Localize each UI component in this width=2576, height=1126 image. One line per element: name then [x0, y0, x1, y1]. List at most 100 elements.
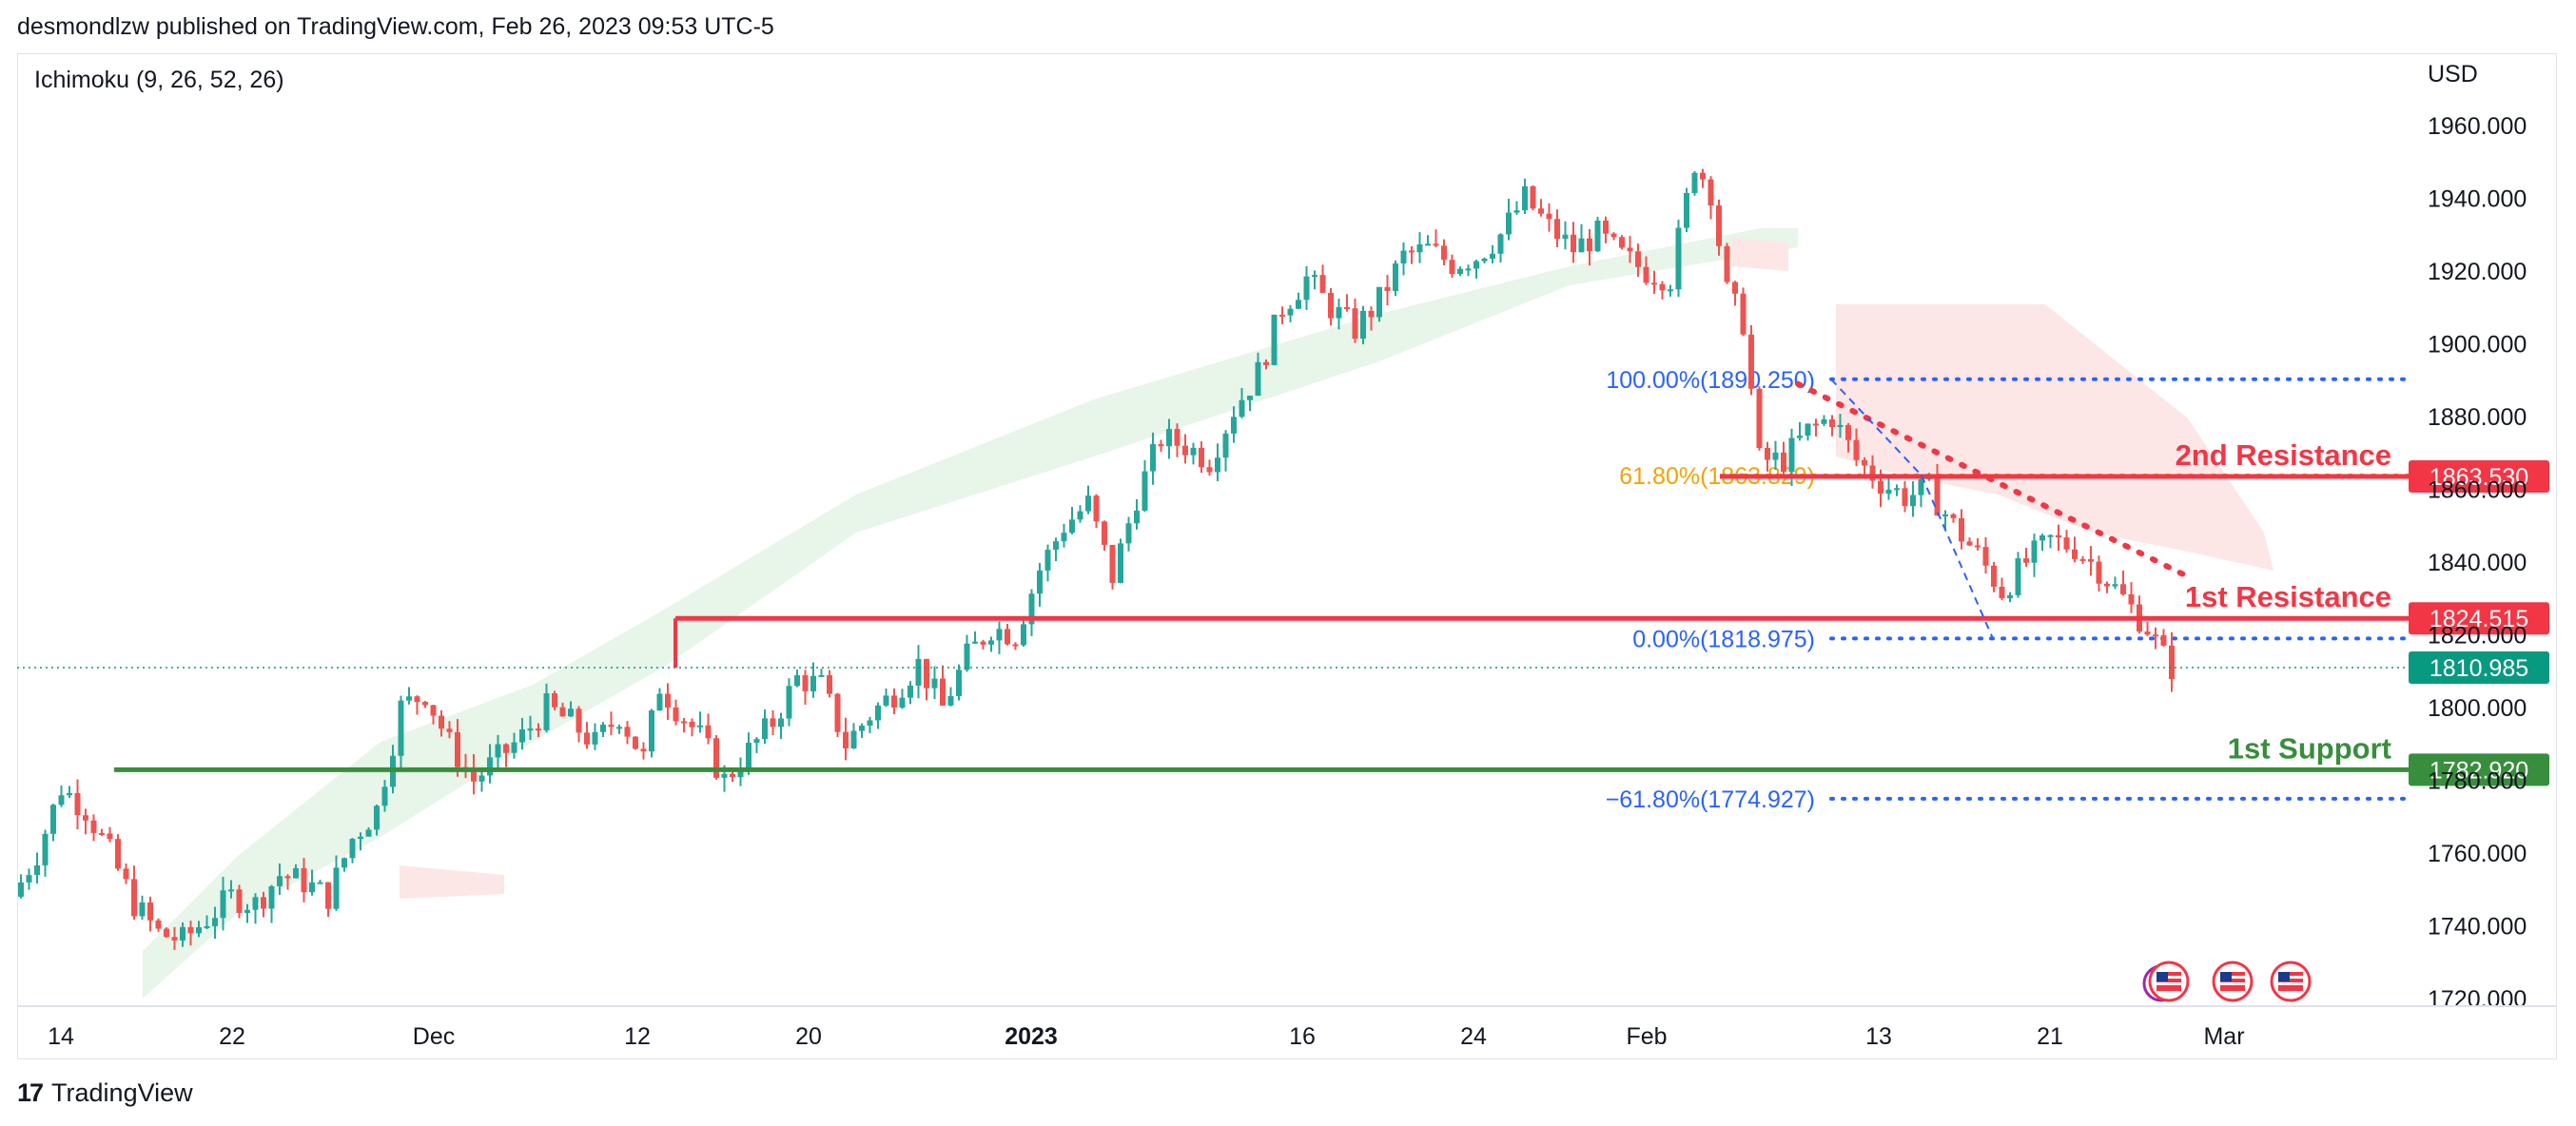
candle-body	[616, 727, 622, 729]
candle-body	[1959, 517, 1964, 542]
candle-body	[1513, 210, 1520, 213]
candle-body	[721, 773, 728, 778]
x-tick-label: 14	[48, 1023, 74, 1050]
candle-body	[358, 836, 363, 840]
candle-body	[1732, 282, 1738, 294]
candle-body	[1902, 488, 1908, 507]
flag-canton	[2278, 972, 2290, 981]
candle-body	[1069, 519, 1075, 534]
candle-body	[552, 692, 557, 708]
indicator-label[interactable]: Ichimoku (9, 26, 52, 26)	[34, 67, 284, 93]
candle-body	[1263, 361, 1269, 365]
candle-body	[1158, 444, 1164, 447]
candle-body	[883, 695, 889, 706]
candle-body	[730, 773, 735, 778]
candle-body	[592, 731, 598, 745]
candle-body	[1991, 565, 1997, 587]
candle-body	[810, 675, 816, 691]
candle-body	[673, 707, 679, 722]
candle-body	[1610, 233, 1617, 238]
level-annotation: 2nd Resistance	[2176, 438, 2391, 472]
candle-body	[713, 738, 719, 778]
last-price-tag	[2409, 650, 2549, 684]
us-flag-icon[interactable]	[2270, 961, 2312, 1002]
candle-body	[1805, 423, 1811, 437]
candle-body	[2096, 561, 2102, 584]
candle-body	[697, 725, 703, 728]
flag-stripe	[2156, 982, 2181, 985]
candle-body	[1869, 465, 1876, 481]
candle-body	[1562, 234, 1569, 240]
us-flag-icon[interactable]	[2142, 961, 2190, 1002]
candle-body	[42, 833, 49, 865]
cloud-bearish	[400, 865, 504, 899]
candle-body	[1190, 447, 1197, 456]
candle-body	[1578, 238, 1585, 253]
y-tick-label: 1720.000	[2428, 986, 2527, 1013]
candle-body	[50, 805, 56, 834]
candle-body	[1134, 510, 1140, 524]
candle-body	[834, 693, 841, 732]
candle-body	[342, 858, 347, 868]
x-tick-label: Dec	[413, 1023, 455, 1050]
y-tick-label: 1940.000	[2428, 186, 2527, 213]
candle-body	[1441, 245, 1447, 261]
candle-body	[1999, 586, 2005, 599]
candle-body	[1684, 192, 1689, 228]
candle-body	[1587, 238, 1592, 252]
candle-body	[1222, 433, 1229, 458]
candle-body	[414, 696, 420, 703]
flag-stripe	[2278, 982, 2303, 985]
candle-body	[83, 815, 88, 821]
candle-body	[1603, 220, 1609, 234]
horizontal-levels: 2nd Resistance 1863.530 1st Resistance 1824…	[17, 438, 2549, 786]
candle-body	[1788, 437, 1795, 473]
candle-body	[1966, 541, 1973, 546]
candle-body	[1627, 247, 1633, 252]
candle-body	[365, 829, 372, 837]
candle-body	[633, 736, 638, 749]
candle-body	[1409, 250, 1415, 253]
candle-body	[1878, 480, 1883, 495]
publish-header: desmondlzw published on TradingView.com,…	[17, 13, 774, 40]
candle-body	[1433, 243, 1439, 246]
level-price-tag-label: 1824.515	[2430, 606, 2528, 632]
candle-body	[1296, 300, 1301, 309]
candle-body	[1012, 644, 1019, 647]
candle-body	[1287, 308, 1294, 316]
y-tick-label: 1760.000	[2428, 841, 2527, 867]
candle-body	[471, 767, 477, 782]
candle-body	[1813, 423, 1819, 426]
footer[interactable]: 17 TradingView	[17, 1078, 193, 1108]
candle-body	[1765, 448, 1770, 460]
cloud-bearish	[1731, 238, 1788, 271]
candle-body	[1829, 418, 1835, 428]
candle-body	[147, 902, 153, 921]
candle-body	[1239, 399, 1245, 417]
candle-body	[527, 728, 534, 731]
candle-body	[1093, 495, 1100, 522]
candle-body	[1085, 495, 1091, 512]
candle-body	[1199, 447, 1204, 468]
y-tick-label: 1920.000	[2428, 259, 2527, 285]
candle-body	[2056, 534, 2061, 538]
fib-connector	[1830, 379, 1922, 476]
y-tick-label: 1900.000	[2428, 332, 2527, 359]
candle-body	[180, 926, 185, 941]
candle-body	[915, 658, 922, 686]
chart-frame[interactable]	[17, 53, 2557, 1059]
level-price-tag	[2409, 753, 2549, 786]
level-price-tag-label: 1863.530	[2430, 464, 2528, 491]
candle-body	[2169, 645, 2175, 680]
candle-body	[891, 695, 897, 708]
candle-body	[1975, 545, 1981, 548]
candle-body	[1716, 205, 1722, 246]
candle-body	[1215, 457, 1220, 473]
candle-body	[1393, 263, 1398, 291]
candle-body	[261, 897, 266, 909]
candle-body	[252, 897, 259, 910]
candle-body	[26, 875, 32, 883]
us-flag-icon[interactable]	[2212, 961, 2254, 1002]
candle-body	[1772, 452, 1779, 460]
